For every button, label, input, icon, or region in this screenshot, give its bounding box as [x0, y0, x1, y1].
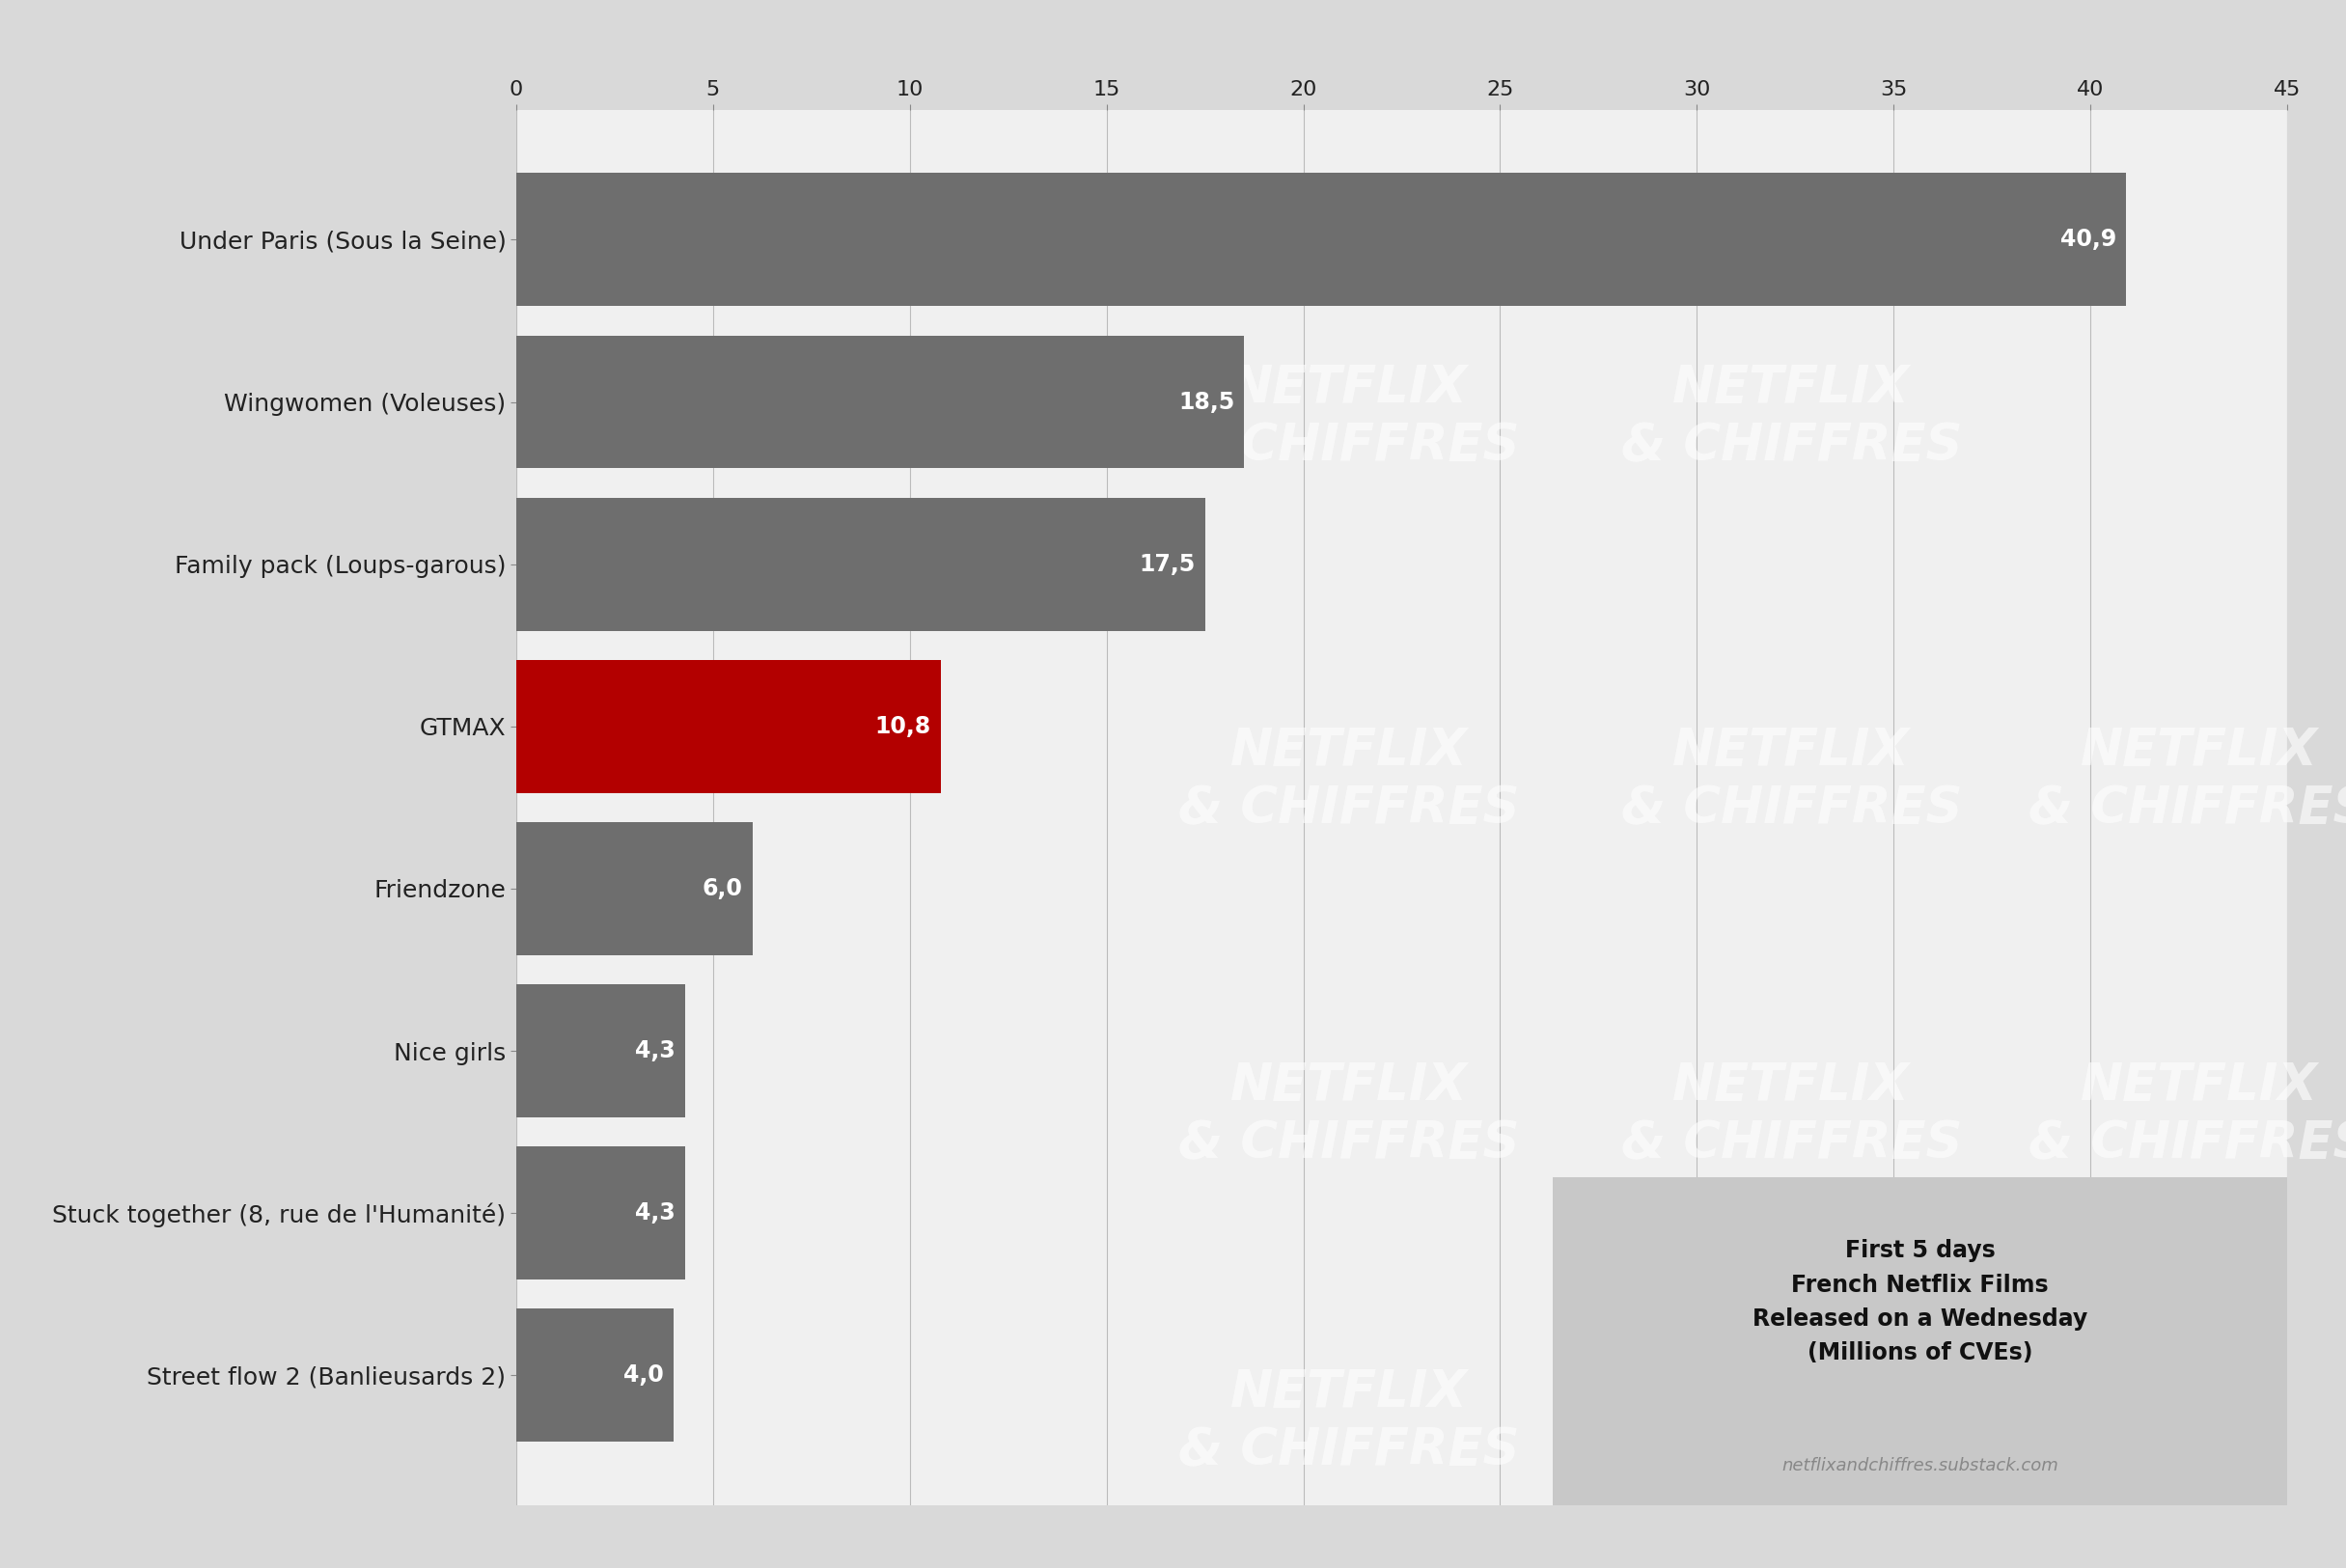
Text: 6,0: 6,0: [701, 877, 741, 900]
Text: NETFLIX
& CHIFFRES: NETFLIX & CHIFFRES: [1178, 1060, 1520, 1168]
Text: 4,0: 4,0: [624, 1364, 664, 1388]
Bar: [516, 985, 685, 1118]
Bar: [516, 1146, 685, 1279]
Text: NETFLIX
& CHIFFRES: NETFLIX & CHIFFRES: [1621, 726, 1961, 834]
Text: NETFLIX
& CHIFFRES: NETFLIX & CHIFFRES: [1621, 362, 1961, 470]
Text: 18,5: 18,5: [1178, 390, 1234, 414]
FancyBboxPatch shape: [1553, 1178, 2287, 1505]
Text: NETFLIX
& CHIFFRES: NETFLIX & CHIFFRES: [2029, 1060, 2346, 1168]
Text: First 5 days
French Netflix Films
Released on a Wednesday
(Millions of CVEs): First 5 days French Netflix Films Releas…: [1752, 1239, 2088, 1364]
Text: NETFLIX
& CHIFFRES: NETFLIX & CHIFFRES: [1178, 362, 1520, 470]
Text: NETFLIX
& CHIFFRES: NETFLIX & CHIFFRES: [1178, 726, 1520, 834]
Text: NETFLIX
& CHIFFRES: NETFLIX & CHIFFRES: [1178, 1367, 1520, 1475]
Bar: [516, 1309, 673, 1443]
Text: NETFLIX
& CHIFFRES: NETFLIX & CHIFFRES: [1621, 1060, 1961, 1168]
Text: 17,5: 17,5: [1138, 552, 1194, 575]
Text: netflixandchiffres.substack.com: netflixandchiffres.substack.com: [1781, 1457, 2057, 1474]
Text: 4,3: 4,3: [636, 1040, 676, 1063]
Bar: [516, 497, 1206, 630]
Bar: [516, 660, 941, 793]
Bar: [516, 822, 753, 955]
Bar: [516, 172, 2125, 306]
Text: NETFLIX
& CHIFFRES: NETFLIX & CHIFFRES: [2029, 726, 2346, 834]
Text: 10,8: 10,8: [875, 715, 931, 739]
Text: 4,3: 4,3: [636, 1201, 676, 1225]
Text: 40,9: 40,9: [2060, 227, 2116, 251]
Bar: [516, 336, 1243, 469]
Text: NETFLIX
& CHIFFRES: NETFLIX & CHIFFRES: [1621, 1367, 1961, 1475]
